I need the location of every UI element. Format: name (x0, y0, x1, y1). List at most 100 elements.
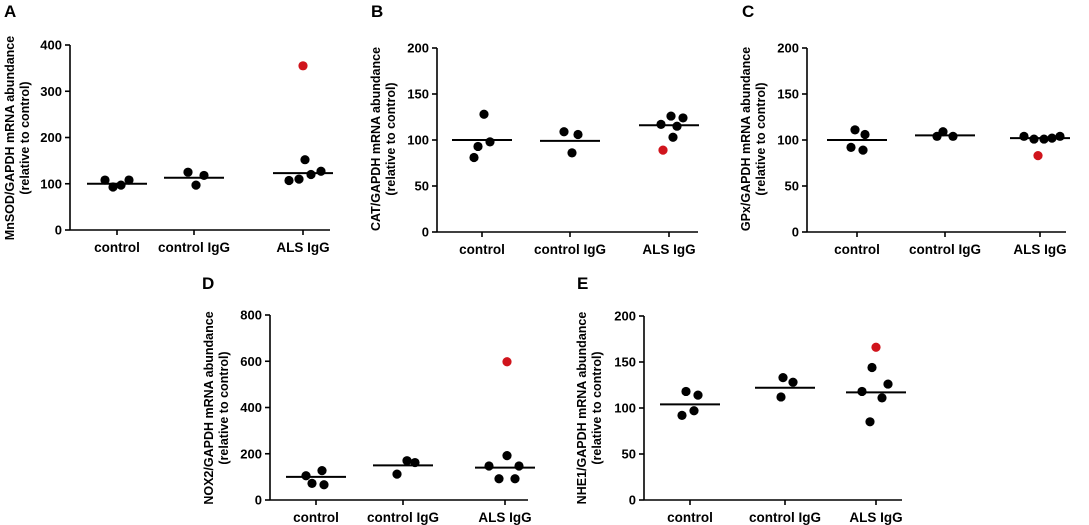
data-point (567, 148, 577, 158)
data-point (469, 152, 479, 163)
data-point (100, 175, 110, 185)
panel-e: E NHE1/GAPDH mRNA abundance(relative to c… (575, 274, 906, 525)
data-point (860, 129, 870, 140)
data-point (672, 121, 682, 131)
data-point (473, 141, 483, 152)
category-label: control IgG (158, 240, 230, 255)
category-label: control IgG (909, 242, 981, 257)
data-point (514, 461, 524, 471)
panel-letter: A (4, 2, 16, 21)
y-tick-label: 100 (614, 401, 636, 416)
data-point (402, 456, 412, 466)
y-axis-label-line: (relative to control) (18, 81, 32, 194)
data-point (108, 182, 118, 192)
data-point (484, 461, 494, 471)
data-point (877, 393, 887, 403)
data-point (1019, 131, 1029, 141)
data-point (1039, 134, 1049, 144)
data-point (1047, 133, 1057, 143)
y-tick-label: 200 (614, 309, 636, 324)
data-point-highlighted (658, 145, 668, 155)
category-label: ALS IgG (478, 510, 531, 525)
data-point (693, 390, 703, 400)
data-point (410, 457, 420, 468)
y-tick-label: 300 (40, 84, 62, 99)
data-point-highlighted (502, 357, 512, 367)
data-point (294, 174, 304, 184)
data-point (678, 113, 688, 123)
data-point (573, 129, 583, 140)
y-tick-label: 0 (255, 493, 262, 508)
panel-letter: C (742, 2, 754, 21)
data-point (1055, 131, 1065, 141)
y-tick-label: 200 (407, 41, 429, 56)
y-tick-label: 100 (777, 133, 799, 148)
data-point (850, 125, 860, 135)
category-label: control (94, 240, 140, 255)
y-tick-label: 0 (792, 225, 799, 240)
y-axis-label-line: (relative to control) (384, 82, 398, 195)
data-point (479, 109, 489, 119)
category-label: ALS IgG (276, 240, 329, 255)
data-point (788, 377, 798, 387)
y-tick-label: 100 (40, 176, 62, 191)
y-tick-label: 800 (240, 308, 262, 323)
panel-c: C GPx/GAPDH mRNA abundance(relative to co… (739, 2, 1070, 257)
data-point (948, 131, 958, 141)
y-tick-label: 200 (240, 446, 262, 461)
y-tick-label: 100 (407, 133, 429, 148)
data-point (307, 478, 317, 488)
y-axis-label-line: MnSOD/GAPDH mRNA abundance (3, 36, 17, 240)
y-axis-label: MnSOD/GAPDH mRNA abundance(relative to c… (3, 36, 32, 240)
y-tick-label: 150 (407, 87, 429, 102)
y-tick-label: 50 (785, 179, 799, 194)
category-label: ALS IgG (1013, 242, 1066, 257)
y-tick-label: 150 (777, 87, 799, 102)
y-tick-label: 0 (629, 493, 636, 508)
data-point (883, 379, 893, 389)
category-label: ALS IgG (642, 242, 695, 257)
data-point (319, 480, 329, 490)
y-tick-label: 150 (614, 355, 636, 370)
data-point (846, 142, 856, 152)
category-label: control (667, 510, 713, 525)
data-point (284, 175, 294, 186)
data-point (681, 386, 691, 397)
category-label: control IgG (367, 510, 439, 525)
data-point (301, 471, 311, 481)
data-point (656, 119, 666, 129)
data-point (865, 417, 875, 427)
data-point (124, 175, 134, 185)
data-point (183, 167, 193, 177)
y-tick-label: 400 (240, 400, 262, 415)
category-label: control (834, 242, 880, 257)
panel-letter: B (371, 2, 383, 21)
y-tick-label: 0 (55, 223, 62, 238)
category-label: control IgG (749, 510, 821, 525)
data-point (776, 392, 786, 402)
data-point (317, 466, 327, 476)
data-point (392, 469, 402, 479)
data-point (677, 410, 687, 420)
y-axis-label: NOX2/GAPDH mRNA abundance(relative to co… (202, 311, 231, 504)
data-point-highlighted (871, 342, 881, 352)
data-point (858, 145, 868, 155)
data-point (494, 474, 504, 484)
data-point-highlighted (1033, 151, 1043, 161)
data-point (191, 180, 201, 190)
y-tick-label: 200 (777, 41, 799, 56)
data-point (502, 451, 512, 461)
data-point (867, 362, 877, 373)
data-point (510, 474, 520, 484)
data-point (485, 137, 495, 147)
category-label: control (459, 242, 505, 257)
data-point (857, 386, 867, 397)
y-axis-label-line: NOX2/GAPDH mRNA abundance (202, 311, 216, 504)
data-point (306, 169, 316, 180)
data-point (689, 406, 699, 416)
y-tick-label: 50 (415, 179, 429, 194)
y-axis-label-line: (relative to control) (590, 351, 604, 464)
data-point (316, 166, 326, 176)
y-axis-label: CAT/GAPDH mRNA abundance(relative to con… (369, 47, 398, 231)
